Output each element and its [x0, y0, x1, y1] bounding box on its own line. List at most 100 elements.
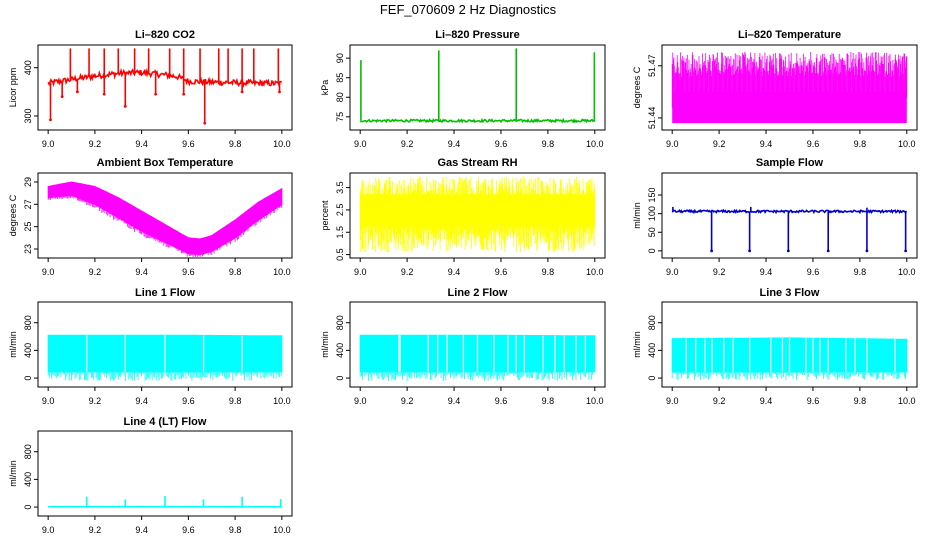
series-line: [47, 334, 283, 381]
x-tick-label: 9.0: [666, 396, 679, 406]
y-axis-label: ml/min: [320, 331, 330, 358]
spike-point: [748, 249, 752, 253]
plot-frame: [37, 430, 293, 517]
spike-point: [75, 90, 79, 94]
y-tick-label: 50: [647, 227, 657, 237]
x-tick-label: 9.0: [354, 267, 367, 277]
y-tick-label: 51.47: [647, 55, 657, 78]
x-tick-label: 10.0: [273, 267, 291, 277]
x-tick-label: 10.0: [273, 396, 291, 406]
spike-point: [102, 92, 106, 96]
y-axis-label: ml/min: [8, 331, 18, 358]
series-path: [47, 67, 283, 89]
x-tick-label: 9.2: [713, 267, 726, 277]
y-tick-label: 51.44: [647, 107, 657, 130]
y-axis-label: kPa: [320, 80, 330, 96]
x-tick-label: 9.6: [182, 396, 195, 406]
x-tick-label: 9.2: [89, 525, 102, 535]
x-tick-label: 9.6: [807, 267, 820, 277]
x-tick-label: 9.0: [354, 139, 367, 149]
x-tick-label: 9.8: [229, 139, 242, 149]
x-tick-label: 9.6: [182, 267, 195, 277]
chart-title: Line 4 (LT) Flow: [124, 416, 207, 428]
plot-frame: [37, 44, 293, 131]
x-tick-label: 9.2: [713, 396, 726, 406]
spike-point: [60, 95, 64, 99]
spike-point: [240, 90, 244, 94]
plot-frame: [349, 44, 606, 131]
plot-frame: [661, 301, 918, 388]
plot-frame: [661, 172, 918, 259]
chart-title: Ambient Box Temperature: [97, 157, 234, 169]
x-tick-label: 9.0: [666, 267, 679, 277]
y-tick-label: 29: [23, 177, 33, 187]
x-tick-label: 9.8: [854, 139, 867, 149]
y-axis-label: percent: [320, 200, 330, 231]
y-tick-label: 800: [23, 315, 33, 330]
x-tick-label: 10.0: [586, 396, 604, 406]
spike-point: [786, 249, 790, 253]
x-tick-label: 9.8: [854, 396, 867, 406]
x-tick-label: 9.8: [542, 139, 555, 149]
x-tick-label: 9.4: [448, 139, 461, 149]
plot-frame: [349, 172, 606, 259]
chart-panel-7: Line 1 Flow 0 400 800 ml/min 9.0 9.2 9.4 9.6 9.8 1…: [8, 287, 293, 406]
x-tick-label: 9.4: [760, 396, 773, 406]
chart-panel-1: Li–820 CO2 300 400 Licor ppm 9.0 9.2 9.4 9.6 9.8…: [8, 29, 293, 149]
x-tick-label: 9.0: [42, 139, 55, 149]
y-axis-label: ml/min: [632, 331, 642, 358]
spike-point: [865, 249, 869, 253]
y-axis-label: Licor ppm: [8, 68, 18, 108]
y-tick-label: 800: [23, 444, 33, 459]
y-tick-label: 25: [23, 222, 33, 232]
chart-panel-10: Line 4 (LT) Flow 0 400 800 ml/min 9.0 9.2 9.4 9.…: [8, 416, 293, 535]
page-title: FEF_070609 2 Hz Diagnostics: [379, 2, 557, 17]
chart-title: Sample Flow: [756, 157, 824, 169]
spike-point: [49, 118, 52, 122]
x-tick-label: 9.0: [666, 139, 679, 149]
x-tick-label: 9.0: [354, 396, 367, 406]
series-line: [360, 48, 596, 124]
x-tick-label: 9.2: [89, 396, 102, 406]
x-tick-label: 9.6: [495, 396, 508, 406]
y-tick-label: 100: [647, 206, 657, 221]
x-tick-label: 10.0: [273, 525, 291, 535]
x-tick-label: 9.4: [448, 267, 461, 277]
x-tick-label: 9.2: [401, 396, 414, 406]
x-tick-label: 9.4: [135, 396, 148, 406]
spike-point: [123, 104, 127, 108]
chart-panel-9: Line 3 Flow 0 400 800 ml/min 9.0 9.2 9.4 9.6 9.8 1…: [632, 287, 918, 406]
y-tick-label: 150: [647, 188, 657, 203]
x-tick-label: 9.2: [89, 267, 102, 277]
series-line: [671, 51, 908, 124]
x-tick-label: 9.8: [542, 396, 555, 406]
y-tick-label: 400: [335, 343, 345, 358]
chart-panel-2: Li–820 Pressure 75 80 85 90 kPa 9.0 9.2 9.4 9.6 9.…: [320, 29, 606, 149]
plot-frame: [37, 172, 293, 259]
y-tick-label: 3.5: [335, 181, 345, 194]
x-tick-label: 9.8: [229, 525, 242, 535]
y-tick-label: 80: [335, 92, 345, 102]
chart-title: Line 2 Flow: [448, 287, 508, 299]
x-tick-label: 9.4: [760, 139, 773, 149]
x-tick-label: 9.4: [135, 525, 148, 535]
y-tick-label: 800: [335, 315, 345, 330]
x-tick-label: 9.8: [542, 267, 555, 277]
y-tick-label: 0: [23, 505, 33, 510]
x-tick-label: 9.0: [42, 267, 55, 277]
y-tick-label: 0: [335, 376, 345, 381]
y-tick-label: 75: [335, 112, 345, 122]
x-tick-label: 9.4: [448, 396, 461, 406]
x-tick-label: 10.0: [586, 139, 604, 149]
spike-point: [278, 90, 281, 94]
chart-title: Line 3 Flow: [760, 287, 820, 299]
y-tick-label: 400: [23, 343, 33, 358]
spike-point: [203, 121, 207, 125]
x-tick-label: 9.2: [89, 139, 102, 149]
series-line: [359, 176, 596, 253]
y-tick-label: 400: [23, 60, 33, 75]
x-tick-label: 9.6: [182, 525, 195, 535]
chart-panel-3: Li–820 Temperature 51.44 51.47 degrees C 9.0…: [632, 29, 918, 149]
y-tick-label: 0.5: [335, 248, 345, 261]
